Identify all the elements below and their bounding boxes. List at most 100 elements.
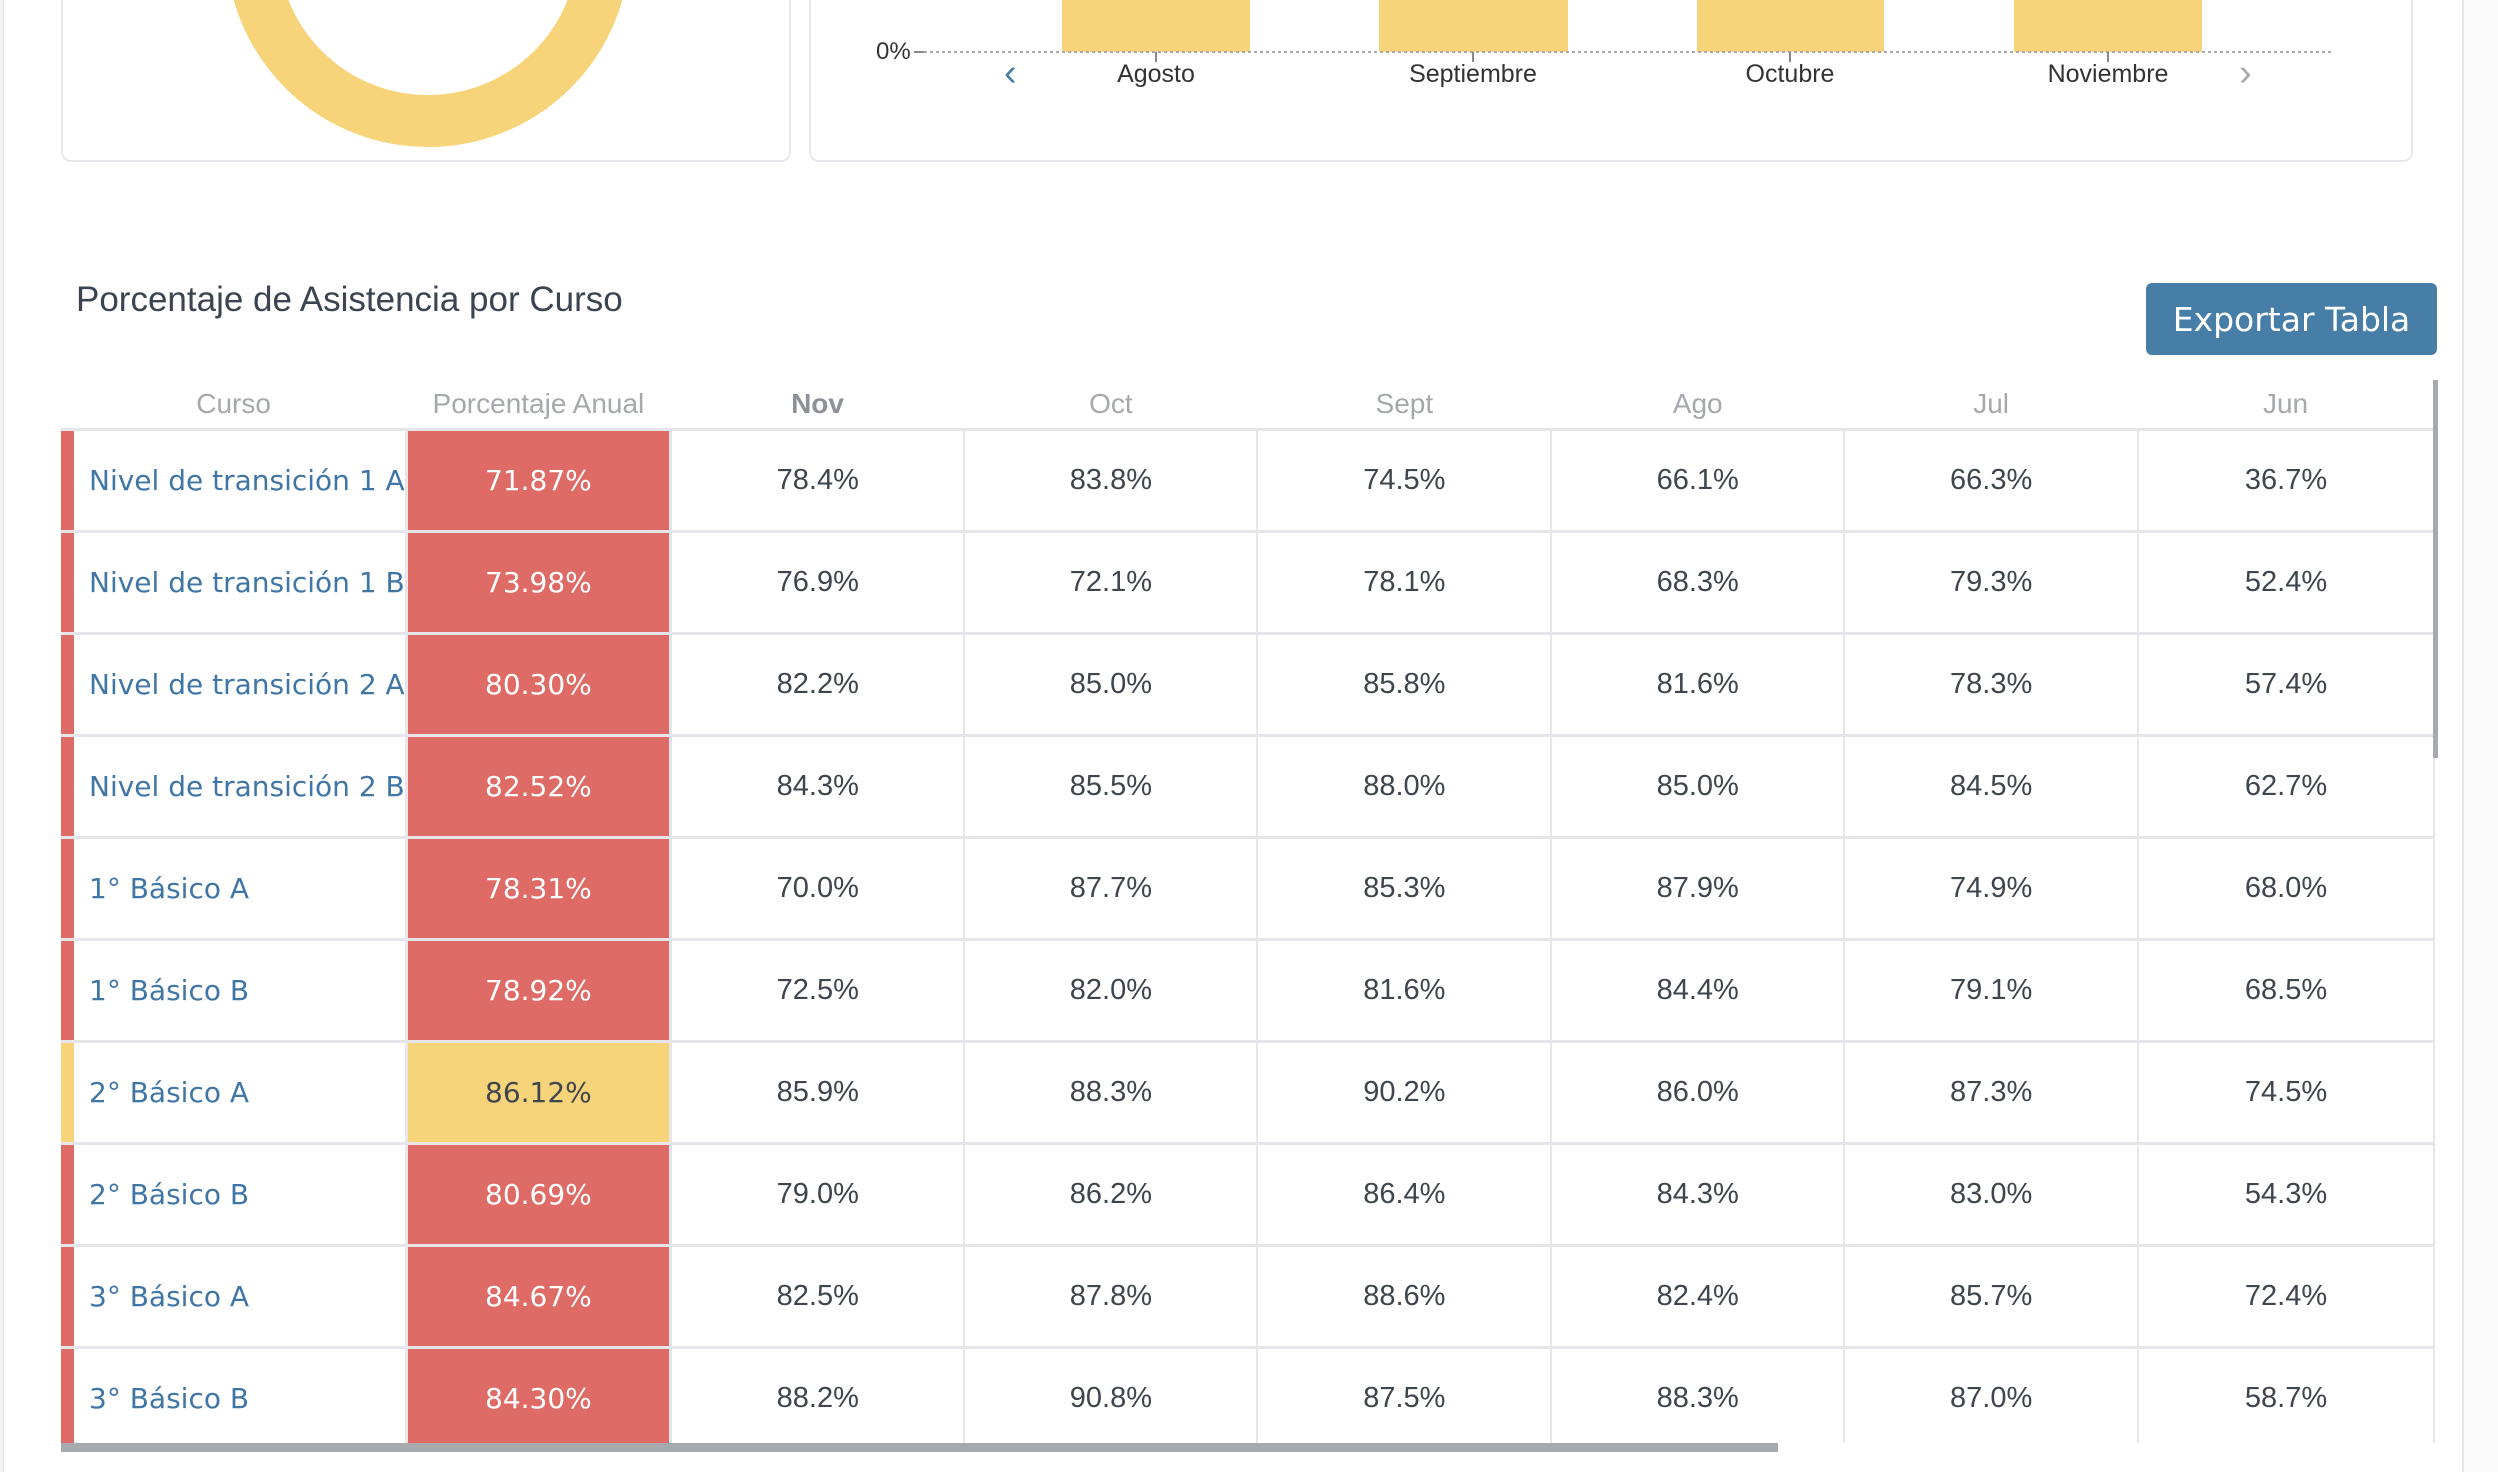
month-percentage-cell: 81.6% — [1256, 939, 1552, 1043]
header-ago[interactable]: Ago — [1551, 380, 1845, 431]
table-row: 1° Básico B 78.92% 72.5% 82.0% 81.6% 84.4% 79.… — [61, 939, 2433, 1043]
month-percentage-cell: 84.4% — [1550, 939, 1845, 1043]
chevron-left-icon[interactable]: ‹ — [1004, 52, 1017, 94]
status-indicator — [61, 533, 74, 632]
month-percentage-cell: 74.5% — [1256, 429, 1552, 533]
month-percentage-cell: 78.1% — [1256, 531, 1552, 635]
annual-percentage-cell: 84.30% — [404, 1347, 673, 1443]
month-percentage-cell: 83.8% — [963, 429, 1258, 533]
course-link[interactable]: Nivel de transición 2 B — [89, 770, 405, 803]
table-row: 2° Básico A 86.12% 85.9% 88.3% 90.2% 86.0% 87.… — [61, 1041, 2433, 1145]
header-jun[interactable]: Jun — [2138, 380, 2433, 431]
status-indicator — [61, 431, 74, 530]
course-link[interactable]: Nivel de transición 1 A — [89, 464, 405, 497]
annual-percentage-cell: 82.52% — [404, 735, 673, 839]
month-percentage-cell: 72.4% — [2137, 1245, 2433, 1349]
status-indicator — [61, 839, 74, 938]
status-indicator — [61, 1349, 74, 1443]
header-porcentaje-anual[interactable]: Porcentaje Anual — [406, 380, 671, 431]
course-link[interactable]: Nivel de transición 1 B — [89, 566, 405, 599]
export-table-button[interactable]: Exportar Tabla — [2146, 283, 2437, 355]
month-percentage-cell: 83.0% — [1843, 1143, 2139, 1247]
month-percentage-cell: 81.6% — [1550, 633, 1845, 737]
header-oct[interactable]: Oct — [964, 380, 1258, 431]
donut-chart — [233, 0, 623, 147]
month-percentage-cell: 88.3% — [1550, 1347, 1845, 1443]
month-percentage-cell: 85.8% — [1256, 633, 1552, 737]
course-link[interactable]: 1° Básico A — [89, 872, 250, 905]
month-percentage-cell: 62.7% — [2137, 735, 2433, 839]
month-percentage-cell: 87.7% — [963, 837, 1258, 941]
monthly-attendance-chart-card: 0% ‹ Agosto Septiembre Octubre Noviembre… — [809, 0, 2413, 162]
donut-ring — [233, 0, 623, 147]
month-percentage-cell: 68.3% — [1550, 531, 1845, 635]
table-header-row: Curso Porcentaje Anual Nov Oct Sept Ago … — [61, 380, 2433, 431]
month-percentage-cell: 85.5% — [963, 735, 1258, 839]
month-percentage-cell: 85.0% — [963, 633, 1258, 737]
table-row: Nivel de transición 1 B 73.98% 76.9% 72.1% 7… — [61, 531, 2433, 635]
course-link[interactable]: 2° Básico B — [89, 1178, 250, 1211]
month-percentage-cell: 86.0% — [1550, 1041, 1845, 1145]
annual-percentage-cell: 84.67% — [404, 1245, 673, 1349]
course-link[interactable]: Nivel de transición 2 A — [89, 668, 405, 701]
header-curso[interactable]: Curso — [61, 380, 407, 431]
bar-noviembre — [2014, 0, 2202, 52]
donut-chart-card — [61, 0, 791, 162]
chevron-right-icon[interactable]: › — [2239, 52, 2252, 94]
month-percentage-cell: 85.7% — [1843, 1245, 2139, 1349]
status-indicator — [61, 941, 74, 1040]
month-label: Agosto — [1117, 60, 1195, 88]
month-percentage-cell: 82.0% — [963, 939, 1258, 1043]
month-percentage-cell: 87.8% — [963, 1245, 1258, 1349]
course-cell: 3° Básico A — [61, 1245, 407, 1349]
month-percentage-cell: 85.3% — [1256, 837, 1552, 941]
table-row: 1° Básico A 78.31% 70.0% 87.7% 85.3% 87.9% 74.… — [61, 837, 2433, 941]
month-percentage-cell: 74.9% — [1843, 837, 2139, 941]
month-percentage-cell: 88.0% — [1256, 735, 1552, 839]
annual-percentage-cell: 78.31% — [404, 837, 673, 941]
month-percentage-cell: 88.2% — [669, 1347, 965, 1443]
section-title: Porcentaje de Asistencia por Curso — [76, 280, 623, 319]
status-indicator — [61, 737, 74, 836]
month-percentage-cell: 90.2% — [1256, 1041, 1552, 1145]
month-label: Septiembre — [1409, 60, 1537, 88]
month-percentage-cell: 82.5% — [669, 1245, 965, 1349]
annual-percentage-cell: 80.30% — [404, 633, 673, 737]
month-percentage-cell: 88.6% — [1256, 1245, 1552, 1349]
month-percentage-cell: 58.7% — [2137, 1347, 2433, 1443]
annual-percentage-cell: 80.69% — [404, 1143, 673, 1247]
course-link[interactable]: 2° Básico A — [89, 1076, 250, 1109]
month-percentage-cell: 79.0% — [669, 1143, 965, 1247]
table-row: 3° Básico A 84.67% 82.5% 87.8% 88.6% 82.4% 85.… — [61, 1245, 2433, 1349]
month-percentage-cell: 86.2% — [963, 1143, 1258, 1247]
month-percentage-cell: 87.3% — [1843, 1041, 2139, 1145]
course-link[interactable]: 3° Básico A — [89, 1280, 250, 1313]
bar-septiembre — [1379, 0, 1568, 52]
table-row: 3° Básico B 84.30% 88.2% 90.8% 87.5% 88.3% 87.… — [61, 1347, 2433, 1443]
course-cell: 1° Básico A — [61, 837, 407, 941]
header-jul[interactable]: Jul — [1844, 380, 2139, 431]
header-nov[interactable]: Nov — [670, 380, 965, 431]
horizontal-scrollbar[interactable] — [61, 1443, 1778, 1452]
attendance-table-container: Curso Porcentaje Anual Nov Oct Sept Ago … — [61, 380, 2433, 1443]
course-link[interactable]: 3° Básico B — [89, 1382, 250, 1415]
month-percentage-cell: 88.3% — [963, 1041, 1258, 1145]
annual-percentage-cell: 78.92% — [404, 939, 673, 1043]
course-link[interactable]: 1° Básico B — [89, 974, 250, 1007]
month-percentage-cell: 87.0% — [1843, 1347, 2139, 1443]
course-cell: 2° Básico A — [61, 1041, 407, 1145]
month-percentage-cell: 66.3% — [1843, 429, 2139, 533]
bar-agosto — [1062, 0, 1250, 52]
month-percentage-cell: 74.5% — [2137, 1041, 2433, 1145]
month-percentage-cell: 87.5% — [1256, 1347, 1552, 1443]
month-percentage-cell: 68.0% — [2137, 837, 2433, 941]
month-percentage-cell: 68.5% — [2137, 939, 2433, 1043]
course-cell: Nivel de transición 1 A — [61, 429, 407, 533]
month-percentage-cell: 79.1% — [1843, 939, 2139, 1043]
header-sept[interactable]: Sept — [1257, 380, 1552, 431]
annual-percentage-cell: 71.87% — [404, 429, 673, 533]
course-cell: 2° Básico B — [61, 1143, 407, 1247]
month-percentage-cell: 84.3% — [669, 735, 965, 839]
vertical-scrollbar[interactable] — [2433, 380, 2438, 758]
month-percentage-cell: 82.2% — [669, 633, 965, 737]
